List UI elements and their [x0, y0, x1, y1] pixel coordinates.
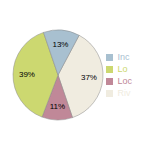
svg-text:11%: 11%	[50, 102, 65, 111]
html-text:Lo: Lo	[117, 64, 128, 74]
svg-text:39%: 39%	[19, 70, 35, 79]
svg-text:13%: 13%	[52, 40, 68, 49]
html-text:Inc: Inc	[117, 52, 130, 62]
html-text:Riv: Riv	[117, 88, 131, 98]
svg-text:37%: 37%	[81, 73, 97, 82]
html-text:Loc: Loc	[117, 76, 132, 86]
